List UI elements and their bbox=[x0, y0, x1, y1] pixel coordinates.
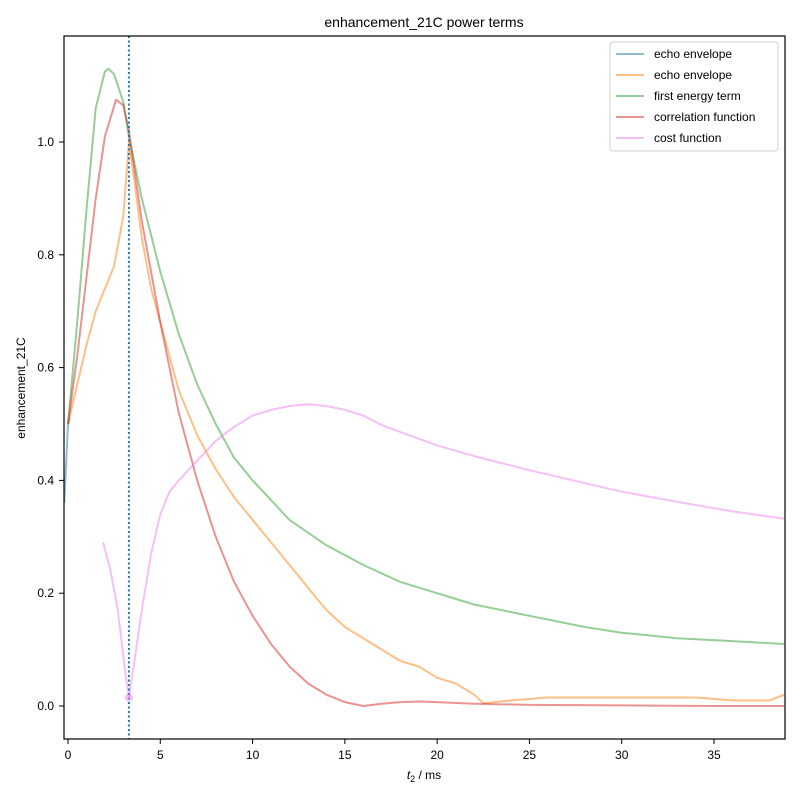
legend-label: echo envelope bbox=[654, 68, 732, 82]
x-tick-label: 15 bbox=[338, 748, 352, 762]
legend-label: correlation function bbox=[654, 110, 755, 124]
x-tick-label: 25 bbox=[523, 748, 537, 762]
min-marker bbox=[124, 693, 133, 702]
x-tick-label: 10 bbox=[246, 748, 260, 762]
y-tick-label: 1.0 bbox=[37, 135, 54, 149]
legend-label: first energy term bbox=[654, 89, 741, 103]
x-axis-label: t2 / ms bbox=[407, 768, 441, 784]
y-axis-ticks: 0.0 0.2 0.4 0.6 0.8 1.0 bbox=[37, 135, 64, 713]
x-tick-label: 30 bbox=[615, 748, 629, 762]
x-axis-ticks: 0 5 10 15 20 25 30 35 bbox=[65, 739, 721, 762]
legend-box bbox=[609, 41, 779, 152]
series-line-correlation-function bbox=[67, 98, 785, 707]
y-tick-label: 0.8 bbox=[37, 248, 54, 262]
x-tick-label: 0 bbox=[65, 748, 72, 762]
series-line-first-energy-term bbox=[67, 67, 785, 645]
y-axis-label: enhancement_21C bbox=[14, 337, 28, 439]
y-tick-label: 0.0 bbox=[37, 699, 54, 713]
plot-area bbox=[64, 36, 785, 739]
x-tick-label: 35 bbox=[707, 748, 721, 762]
series-line-echo-envelope bbox=[64, 418, 71, 504]
legend-label: echo envelope bbox=[654, 47, 732, 61]
y-tick-label: 0.6 bbox=[37, 361, 54, 375]
legend: echo envelope echo envelope first energy t… bbox=[609, 41, 779, 152]
chart-title: enhancement_21C power terms bbox=[324, 14, 523, 30]
axes-frame bbox=[63, 35, 786, 740]
y-tick-label: 0.4 bbox=[37, 473, 54, 487]
y-tick-label: 0.2 bbox=[37, 586, 54, 600]
legend-label: cost function bbox=[654, 131, 721, 145]
x-tick-label: 20 bbox=[430, 748, 444, 762]
series-layer bbox=[64, 67, 785, 707]
series-line-cost-function bbox=[102, 403, 785, 699]
series-line-echo-envelope bbox=[67, 141, 785, 705]
x-tick-label: 5 bbox=[157, 748, 164, 762]
